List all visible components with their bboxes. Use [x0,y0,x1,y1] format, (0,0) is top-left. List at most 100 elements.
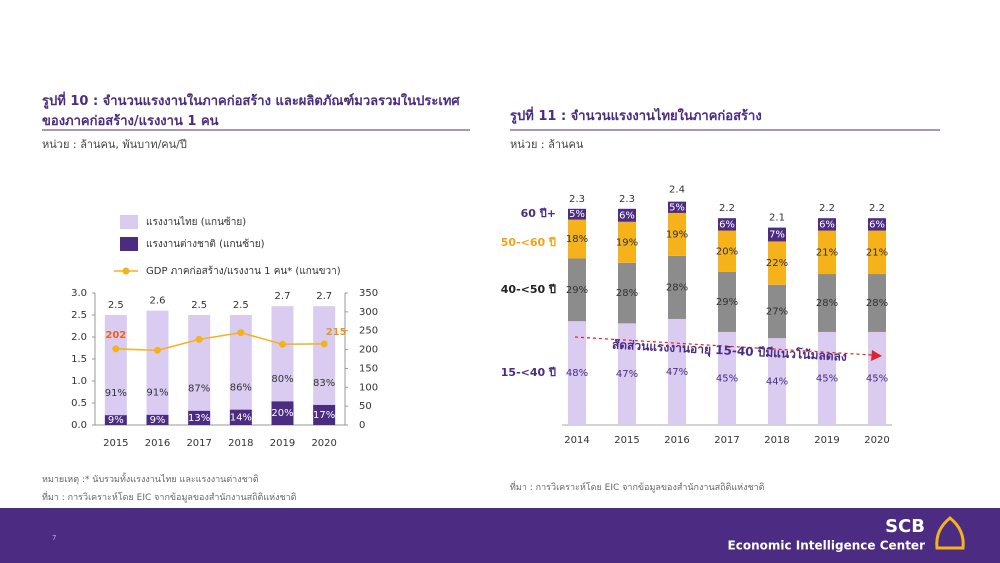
bar-segment [618,221,636,263]
chart-title: รูปที่ 11 : จำนวนแรงงานไทยในภาคก่อสร้าง [510,109,762,124]
total-label: 2.2 [869,203,885,214]
bar-segment [271,306,294,402]
data-label: 202 [105,330,126,341]
legend-label: GDP ภาคก่อสร้าง/แรงงาน 1 คน* (แกนขวา) [146,265,341,277]
total-label: 2.7 [275,291,291,302]
x-tick-label: 2018 [764,435,789,446]
bar-segment [146,310,169,415]
y2-tick-label: 350 [359,288,378,299]
y2-tick-label: 0 [359,420,365,431]
data-label: 28% [816,298,838,309]
data-label: 7% [769,230,785,241]
bar-segment [271,401,294,425]
x-tick-label: 2019 [270,438,295,449]
line-point [112,345,120,353]
arrow-head [871,350,882,361]
data-label: 91% [105,388,127,399]
data-label: 20% [716,246,738,257]
bar-segment [768,338,786,425]
line-point [237,329,245,337]
bar-segment [668,212,686,256]
data-label: 5% [569,209,585,220]
total-label: 2.1 [769,213,785,224]
bar-segment [568,258,586,322]
data-label: 215 [326,327,347,338]
y-tick-label: 0.5 [71,398,87,409]
data-label: 86% [230,383,252,394]
total-label: 2.2 [819,203,835,214]
chart-subtitle: หน่วย : ล้านคน, พันบาท/คน/ปี [42,138,187,151]
bar-segment [818,230,836,275]
data-label: 5% [669,202,685,213]
total-label: 2.5 [191,300,207,311]
x-tick-label: 2016 [145,438,170,449]
chart-source: ที่มา : การวิเคราะห์โดย EIC จากข้อมูลของ… [42,493,297,503]
bar-segment [104,315,127,416]
bar-segment [618,323,636,425]
bar-segment [818,218,836,231]
data-label: 13% [188,413,210,424]
y2-tick-label: 250 [359,326,378,337]
data-label: 44% [766,377,788,388]
data-label: 91% [146,388,168,399]
bar-segment [868,230,886,275]
data-label: 20% [271,408,293,419]
data-label: 6% [869,219,885,230]
legend-label: แรงงานไทย (แกนซ้าย) [146,216,246,228]
data-label: 14% [230,412,252,423]
line-point [154,346,161,354]
y-tick-label: 3.0 [71,288,87,299]
total-label: 2.5 [233,300,249,311]
data-label: 80% [271,374,293,385]
x-tick-label: 2015 [614,435,639,446]
bar-segment [229,315,252,410]
data-label: 19% [616,237,638,248]
bar-segment [718,331,736,425]
y-tick-label: 2.5 [71,310,87,321]
bar-segment [818,274,836,332]
bar-segment [868,274,886,332]
footer-band [0,508,1000,563]
line-point [279,340,286,348]
y2-tick-label: 50 [359,401,372,412]
total-label: 2.6 [150,296,166,307]
legend-swatch [120,215,138,229]
x-tick-label: 2020 [864,435,889,446]
legend-swatch [122,267,130,275]
x-tick-label: 2015 [103,438,128,449]
data-label: 28% [866,298,888,309]
bar-segment [868,218,886,231]
total-label: 2.7 [316,291,332,302]
data-label: 27% [766,306,788,317]
bar-segment [718,230,736,272]
line-point [195,335,203,343]
data-label: 48% [566,368,588,379]
bar-segment [618,262,636,324]
x-tick-label: 2017 [714,435,739,446]
bar-segment [188,315,211,411]
data-label: 45% [716,373,738,384]
data-label: 47% [616,369,638,380]
data-label: 87% [188,384,210,395]
bar-segment [568,219,586,259]
bar-segment [768,227,786,242]
y-tick-label: 2.0 [71,332,87,343]
y2-tick-label: 100 [359,382,378,393]
bar-segment [229,409,252,425]
x-tick-label: 2014 [564,435,589,446]
data-label: 83% [313,378,335,389]
line-point [320,340,328,348]
data-label: 29% [716,297,738,308]
data-label: 9% [150,415,166,426]
bar-segment [718,271,736,332]
page-number: 7 [52,534,56,542]
bar-segment [568,321,586,425]
y2-tick-label: 200 [359,345,378,356]
total-label: 2.2 [719,203,735,214]
y2-tick-label: 150 [359,363,378,374]
y-tick-label: 1.5 [71,354,87,365]
series-label: 50-<60 ปี [501,236,556,249]
legend-label: แรงงานต่างชาติ (แกนซ้าย) [146,238,265,250]
x-tick-label: 2019 [814,435,839,446]
